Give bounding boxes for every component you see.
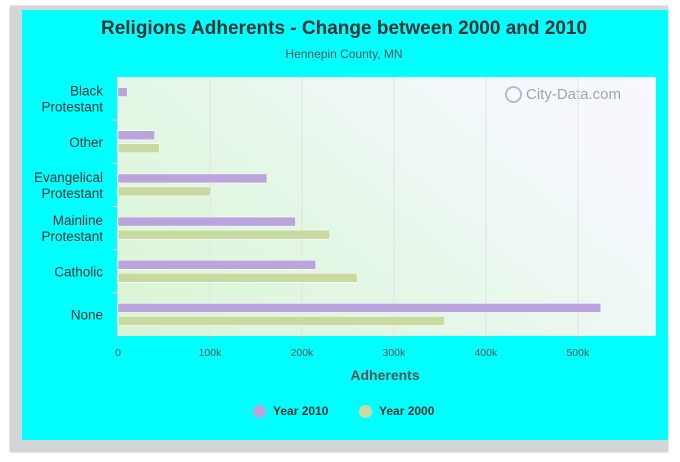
bar-2000-2: [117, 186, 212, 197]
legend-item-2000[interactable]: Year 2000: [359, 403, 434, 419]
legend-swatch-2000: [359, 404, 372, 418]
bar-2000-1: [117, 143, 160, 153]
x-tick-label-1: 100k: [199, 347, 223, 359]
city-data-watermark: City-Data.com: [505, 86, 621, 103]
category-label-5-0: None: [71, 307, 103, 322]
bar-2010-1: [117, 130, 156, 140]
x-tick-label-3: 300k: [383, 347, 407, 359]
x-tick-label-0: 0: [115, 347, 121, 359]
category-label-0-0: Black: [70, 84, 103, 99]
chart-subtitle: Hennepin County, MN: [285, 47, 403, 61]
search-icon: [505, 86, 522, 103]
bar-2010-5: [117, 303, 602, 313]
legend-label-2010: Year 2010: [273, 404, 329, 418]
plot-area: [118, 77, 656, 336]
watermark-text: City-Data.com: [526, 86, 622, 103]
category-label-1-0: Other: [69, 135, 103, 150]
x-tick-label-5: 500k: [566, 347, 590, 359]
x-axis-title: Adherents: [350, 367, 420, 383]
bar-2010-4: [117, 260, 316, 270]
x-tick-label-2: 200k: [291, 347, 315, 359]
x-tick-label-4: 400k: [474, 347, 498, 359]
chart-title: Religions Adherents - Change between 200…: [100, 18, 588, 39]
bar-2010-0: [117, 87, 128, 97]
category-label-3-0: Mainline: [53, 213, 103, 228]
legend-label-2000: Year 2000: [379, 404, 435, 418]
category-label-3-1: Protestant: [41, 229, 103, 244]
category-label-4-0: Catholic: [54, 264, 103, 279]
category-label-2-0: Evangelical: [34, 170, 103, 185]
bar-2000-3: [117, 229, 330, 240]
bar-2010-2: [117, 173, 268, 184]
bar-2010-3: [117, 216, 296, 227]
category-label-0-1: Protestant: [41, 100, 103, 115]
legend-swatch-2010: [253, 404, 266, 418]
legend-item-2010[interactable]: Year 2010: [253, 403, 328, 419]
bar-2000-4: [117, 273, 358, 283]
bar-2000-5: [117, 316, 445, 326]
category-label-2-1: Protestant: [41, 186, 103, 201]
